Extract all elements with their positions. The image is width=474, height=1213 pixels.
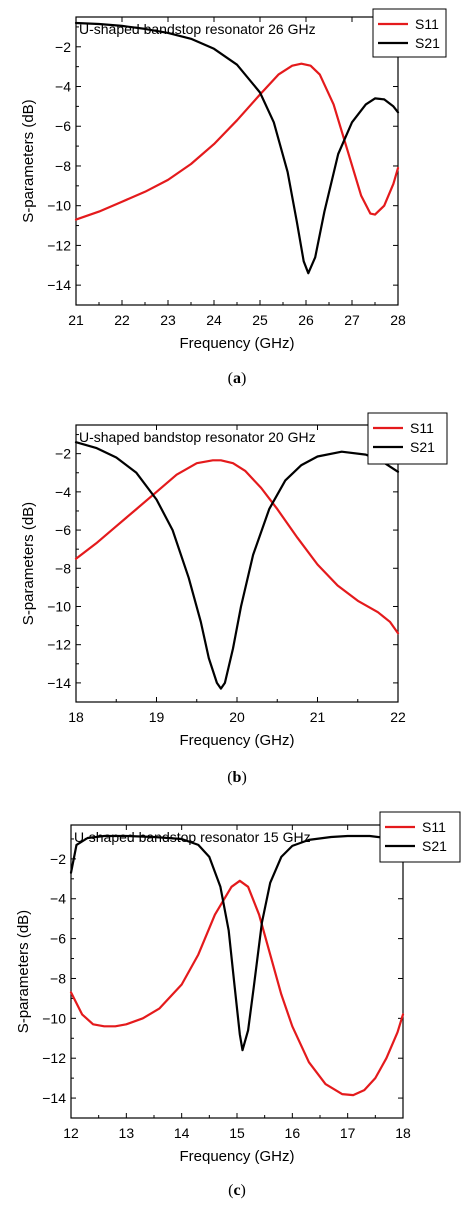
y-tick-label: −10 <box>47 198 71 214</box>
x-tick-label: 18 <box>68 709 84 725</box>
chart-panel-c: 12 13 14 15 16 17 18 −14 −12 −10 −8 −6 −4 −2 U-shaped … <box>15 811 461 1199</box>
y-tick-label: −10 <box>47 598 71 614</box>
y-tick-label: −12 <box>47 637 71 653</box>
legend-label-s11: S11 <box>410 420 434 436</box>
legend-box <box>379 811 461 863</box>
panel-caption-letter: a <box>233 370 241 387</box>
x-tick-label: 19 <box>149 709 165 725</box>
y-tick-label: −2 <box>55 39 71 55</box>
y-tick-label: −4 <box>55 79 71 95</box>
chart-title: U-shaped bandstop resonator 15 GHz <box>74 829 311 845</box>
y-tick-label: −6 <box>55 522 71 538</box>
x-tick-label: 22 <box>114 312 130 328</box>
panel-caption-letter: c <box>233 1182 240 1199</box>
series-line-s21 <box>69 834 405 1052</box>
x-tick-label: 17 <box>340 1125 356 1141</box>
y-tick-label: −6 <box>50 931 66 947</box>
y-tick-label: −14 <box>42 1090 66 1106</box>
panel-caption: (a) <box>228 370 247 387</box>
x-axis-label: Frequency (GHz) <box>179 1148 294 1165</box>
x-axis-label: Frequency (GHz) <box>179 335 294 352</box>
series-line-s21 <box>74 441 400 690</box>
series-line-s11 <box>74 459 400 635</box>
legend-label-s11: S11 <box>415 16 439 32</box>
panel-caption: (b) <box>227 769 247 786</box>
chart-title: U-shaped bandstop resonator 20 GHz <box>79 429 316 445</box>
x-tick-label: 23 <box>160 312 176 328</box>
x-tick-label: 18 <box>395 1125 411 1141</box>
y-tick-label: −12 <box>47 237 71 253</box>
x-tick-label: 15 <box>229 1125 245 1141</box>
x-tick-label: 12 <box>63 1125 79 1141</box>
legend-label-s21: S21 <box>415 35 440 51</box>
x-tick-label: 22 <box>390 709 406 725</box>
x-tick-label: 20 <box>229 709 245 725</box>
plot-frame <box>70 824 404 1119</box>
legend-box <box>367 412 448 465</box>
y-tick-label: −4 <box>50 891 66 907</box>
y-axis-label: S-parameters (dB) <box>20 99 37 222</box>
panel-caption-letter: b <box>233 769 242 786</box>
y-axis-label: S-parameters (dB) <box>20 502 37 625</box>
x-tick-label: 16 <box>285 1125 301 1141</box>
x-axis-label: Frequency (GHz) <box>179 732 294 749</box>
x-tick-label: 24 <box>206 312 222 328</box>
series-line-s21 <box>74 21 400 275</box>
x-tick-label: 27 <box>344 312 360 328</box>
x-tick-label: 13 <box>119 1125 135 1141</box>
x-tick-label: 28 <box>390 312 406 328</box>
x-tick-label: 25 <box>252 312 268 328</box>
legend-label-s21: S21 <box>410 439 435 455</box>
x-tick-label: 26 <box>298 312 314 328</box>
y-tick-label: −4 <box>55 484 71 500</box>
chart-title: U-shaped bandstop resonator 26 GHz <box>79 21 316 37</box>
x-tick-label: 14 <box>174 1125 190 1141</box>
y-tick-label: −14 <box>47 277 71 293</box>
panel-caption: (c) <box>228 1182 246 1199</box>
y-tick-label: −12 <box>42 1050 66 1066</box>
series-line-s11 <box>74 62 400 221</box>
chart-panel-b: 18 19 20 21 22 −14 −12 −10 −8 −6 −4 −2 U-shaped band… <box>20 412 448 786</box>
legend-label-s21: S21 <box>422 838 447 854</box>
legend-box <box>372 8 447 58</box>
y-tick-label: −14 <box>47 675 71 691</box>
chart-panel-a: 21 22 23 24 25 26 27 28 −14 −12 −10 −8 −6 −4 −2 U-shape… <box>20 8 447 387</box>
y-tick-label: −10 <box>42 1010 66 1026</box>
legend-label-s11: S11 <box>422 819 446 835</box>
series-line-s11 <box>69 879 405 1097</box>
x-tick-label: 21 <box>310 709 326 725</box>
y-tick-label: −2 <box>55 446 71 462</box>
x-tick-label: 21 <box>68 312 84 328</box>
y-tick-label: −8 <box>55 560 71 576</box>
y-tick-label: −8 <box>55 158 71 174</box>
y-tick-label: −6 <box>55 118 71 134</box>
y-tick-label: −8 <box>50 970 66 986</box>
y-axis-label: S-parameters (dB) <box>15 910 32 1033</box>
y-tick-label: −2 <box>50 851 66 867</box>
